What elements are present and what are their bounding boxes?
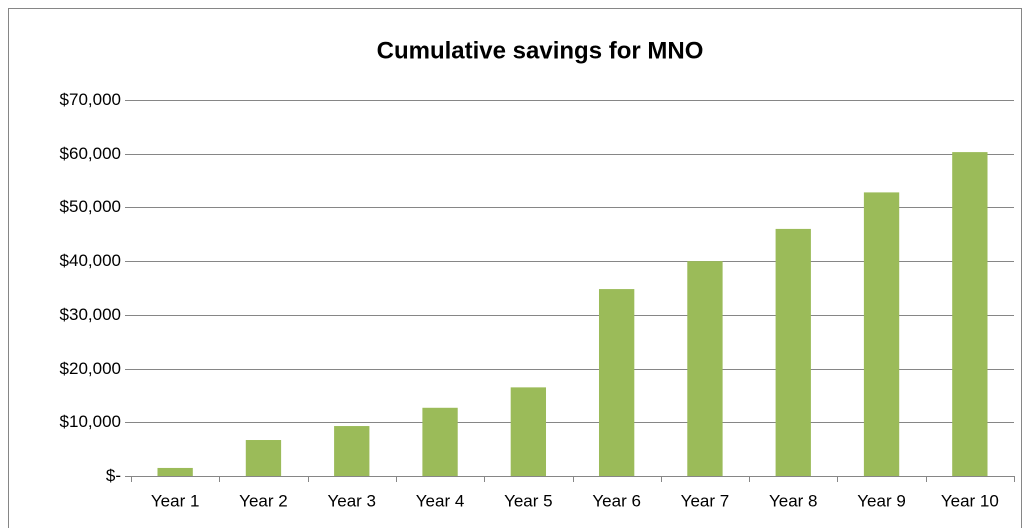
x-tick-label: Year 5 — [504, 491, 553, 510]
y-tick-label: $60,000 — [60, 144, 121, 163]
x-tick-label: Year 8 — [769, 491, 818, 510]
y-tick-label: $40,000 — [60, 251, 121, 270]
chart-title: Cumulative savings for MNO — [377, 37, 704, 64]
x-tick-label: Year 1 — [151, 491, 200, 510]
y-tick-label: $70,000 — [60, 90, 121, 109]
bar — [245, 440, 282, 476]
bar — [775, 228, 811, 476]
y-tick-label: $- — [106, 466, 121, 485]
x-tick-label: Year 10 — [941, 491, 999, 510]
chart-border — [8, 8, 1022, 528]
y-tick-label: $20,000 — [60, 359, 121, 378]
bar — [510, 387, 547, 476]
x-tick-label: Year 2 — [239, 491, 288, 510]
y-tick-label: $50,000 — [60, 197, 121, 216]
x-tick-label: Year 9 — [857, 491, 906, 510]
x-tick-label: Year 3 — [327, 491, 376, 510]
x-tick-label: Year 6 — [592, 491, 641, 510]
bar — [157, 467, 193, 476]
x-tick-label: Year 4 — [416, 491, 465, 510]
bar — [598, 289, 635, 476]
bar — [422, 407, 458, 476]
x-tick-label: Year 7 — [681, 491, 730, 510]
bar — [687, 261, 723, 476]
bar — [952, 152, 988, 477]
y-tick-label: $10,000 — [60, 412, 121, 431]
bar — [334, 426, 370, 476]
bar — [863, 192, 900, 477]
y-tick-label: $30,000 — [60, 305, 121, 324]
